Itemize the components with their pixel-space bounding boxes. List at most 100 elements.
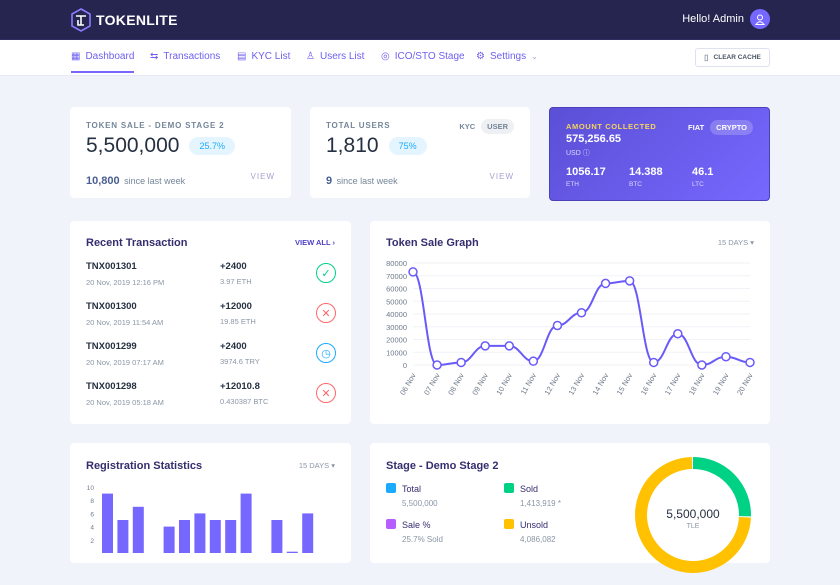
info-icon[interactable]: ⓘ (582, 150, 590, 157)
bar (179, 520, 190, 553)
view-link[interactable]: VIEW (250, 172, 275, 181)
nav-settings[interactable]: ⚙ Settings ⌄ (476, 51, 538, 62)
x-tick-label: 08 Nov (446, 371, 466, 396)
y-tick-label: 6 (90, 511, 94, 518)
nav-label: Transactions (163, 51, 221, 62)
weekly-label: since last week (336, 176, 398, 186)
eth-label: ETH (566, 181, 579, 188)
transaction-row[interactable]: TNX001299 20 Nov, 2019 07:17 AM +2400 3974.… (86, 341, 336, 367)
nav-users-list[interactable]: ♙ Users List (306, 51, 364, 62)
top-bar: TOKENLITE Hello! Admin (0, 0, 840, 40)
list-icon: ▤ (237, 51, 247, 62)
data-point (528, 356, 539, 366)
transaction-date: 20 Nov, 2019 05:18 AM (86, 398, 164, 407)
data-point (408, 267, 418, 277)
tab-kyc[interactable]: KYC (459, 122, 476, 131)
x-tick-label: 17 Nov (663, 371, 683, 396)
data-point (552, 320, 563, 331)
user-avatar[interactable] (750, 9, 770, 29)
range-dropdown[interactable]: 15 DAYS ▾ (717, 238, 754, 247)
nav-label: Settings (489, 51, 527, 62)
range-label: 15 DAYS (717, 238, 749, 247)
weekly-count: 10,800 (86, 175, 120, 187)
card-label: AMOUNT COLLECTED (566, 122, 657, 131)
data-point (721, 351, 731, 362)
range-label: 15 DAYS (298, 461, 330, 470)
nav-transactions[interactable]: ⇆ Transactions (150, 51, 220, 62)
data-point (745, 357, 755, 368)
token-sale-value: 5,500,000 (86, 134, 180, 157)
percent-badge: 25.7% (189, 137, 235, 155)
tab-crypto[interactable]: CRYPTO (710, 120, 753, 135)
bar (286, 551, 298, 553)
legend-name: Total (402, 484, 422, 494)
legend-value: 1,413,919 * (520, 499, 561, 508)
nav-kyc-list[interactable]: ▤ KYC List (237, 51, 290, 62)
transaction-row[interactable]: TNX001300 20 Nov, 2019 11:54 AM +12000 19.8… (86, 301, 336, 327)
x-tick-label: 20 Nov (735, 371, 755, 396)
transaction-id: TNX001300 (86, 301, 137, 312)
arrows-icon: ⇆ (150, 51, 159, 62)
transaction-id: TNX001299 (86, 341, 137, 352)
transaction-id: TNX001301 (86, 261, 137, 272)
coins-icon: ◎ (381, 51, 390, 62)
y-tick-label: 8 (90, 498, 94, 505)
legend-value: 25.7% Sold (402, 535, 443, 544)
y-tick-label: 20000 (386, 336, 407, 345)
y-tick-label: 4 (90, 525, 94, 532)
registration-bar-chart: 2 4 6 8 10 (87, 485, 314, 553)
canceled-status-icon[interactable]: ✕ (316, 383, 336, 403)
transaction-id: TNX001298 (86, 381, 137, 392)
view-all-link[interactable]: VIEW ALL › (294, 238, 335, 247)
nav-label: KYC List (251, 51, 291, 62)
card-title: Registration Statistics (86, 460, 203, 472)
legend-name: Unsold (520, 520, 549, 530)
btc-label: BTC (629, 181, 642, 188)
data-point (673, 329, 683, 339)
transaction-crypto: 19.85 ETH (220, 317, 256, 326)
card-title: Token Sale Graph (386, 237, 479, 249)
transaction-crypto: 0.430387 BTC (220, 397, 269, 406)
transaction-row[interactable]: TNX001298 20 Nov, 2019 05:18 AM +12010.8 0.… (86, 381, 336, 407)
view-link[interactable]: VIEW (489, 172, 514, 181)
legend-total: Total 5,500,000 (386, 483, 438, 508)
dashboard-icon: ▦ (71, 51, 81, 62)
trash-icon: ▯ (704, 53, 709, 62)
approved-status-icon[interactable]: ✓ (316, 263, 336, 283)
weekly-label: since last week (124, 176, 186, 186)
canceled-status-icon[interactable]: ✕ (316, 303, 336, 323)
clear-cache-button[interactable]: ▯ CLEAR CACHE (695, 48, 770, 67)
data-point (600, 278, 611, 289)
logo[interactable]: TOKENLITE (70, 8, 178, 32)
view-all-label: VIEW ALL (294, 238, 331, 247)
amount-value: 575,256.65 (566, 133, 622, 145)
nav-ico-stage[interactable]: ◎ ICO/STO Stage (381, 51, 465, 62)
tab-user[interactable]: USER (481, 119, 514, 134)
bar (194, 513, 206, 553)
chevron-down-icon: ⌄ (531, 52, 538, 61)
transaction-date: 20 Nov, 2019 12:16 PM (86, 278, 165, 287)
bar (102, 493, 113, 553)
transaction-amount: +12000 (220, 301, 252, 312)
main-nav: ▦ Dashboard ⇆ Transactions ▤ KYC List ♙ User… (0, 40, 840, 76)
ltc-label: LTC (692, 181, 704, 188)
legend-name: Sale % (402, 520, 431, 530)
x-tick-label: 06 Nov (398, 371, 418, 396)
legend-sale-percent: Sale % 25.7% Sold (386, 519, 443, 544)
tab-fiat[interactable]: FIAT (688, 123, 705, 132)
clear-cache-label: CLEAR CACHE (713, 54, 761, 61)
nav-dashboard[interactable]: ▦ Dashboard (71, 51, 135, 73)
eth-value: 1056.17 (566, 166, 606, 178)
logo-icon (71, 8, 91, 32)
transaction-row[interactable]: TNX001301 20 Nov, 2019 12:16 PM +2400 3.97 … (86, 261, 336, 287)
x-tick-label: 14 Nov (591, 371, 611, 396)
transaction-crypto: 3974.6 TRY (220, 357, 260, 366)
series-line (412, 270, 751, 367)
y-tick-label: 30000 (386, 323, 407, 332)
range-dropdown[interactable]: 15 DAYS ▾ (298, 461, 335, 470)
legend-swatch (504, 519, 514, 529)
pending-status-icon[interactable]: ◷ (316, 343, 336, 363)
nav-label: ICO/STO Stage (394, 51, 465, 62)
registration-statistics-card: Registration Statistics 15 DAYS ▾ 2 4 6 8 10 (70, 443, 351, 563)
nav-label: Dashboard (85, 51, 135, 62)
